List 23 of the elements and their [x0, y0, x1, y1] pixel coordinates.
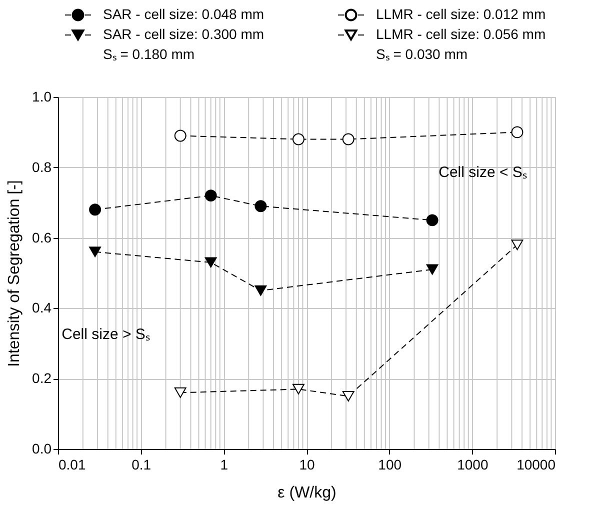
x-tick-label: 0.01 — [58, 456, 86, 472]
y-tick-label: 0.2 — [32, 370, 52, 386]
x-tick-label: 10000 — [516, 456, 556, 472]
legend-label: LLMR - cell size: 0.012 mm — [376, 6, 546, 22]
text: Sₛ = 0.030 mm — [376, 46, 468, 62]
x-tick-label: 1000 — [457, 456, 488, 472]
x-tick-label: 100 — [378, 456, 402, 472]
y-tick-label: 0.4 — [32, 300, 52, 316]
annotation: Cell size > Sₛ — [62, 326, 150, 343]
y-tick-label: 1.0 — [32, 88, 52, 104]
legend-label: SAR - cell size: 0.048 mm — [103, 6, 264, 22]
x-tick-label: 10 — [299, 456, 315, 472]
text: Sₛ = 0.180 mm — [103, 46, 195, 62]
y-tick-label: 0.6 — [32, 229, 52, 246]
x-tick-label: 1 — [220, 456, 228, 472]
y-tick-label: 0.0 — [32, 440, 52, 456]
legend-label: SAR - cell size: 0.300 mm — [103, 26, 264, 42]
x-tick-label: 0.1 — [132, 456, 152, 472]
legend-label: LLMR - cell size: 0.056 mm — [376, 26, 546, 42]
x-axis-title: ε (W/kg) — [278, 484, 336, 502]
annotation: Cell size < Sₛ — [438, 164, 528, 181]
y-axis-title: Intensity of Segregation [-] — [6, 180, 24, 367]
y-tick-label: 0.8 — [32, 158, 52, 175]
